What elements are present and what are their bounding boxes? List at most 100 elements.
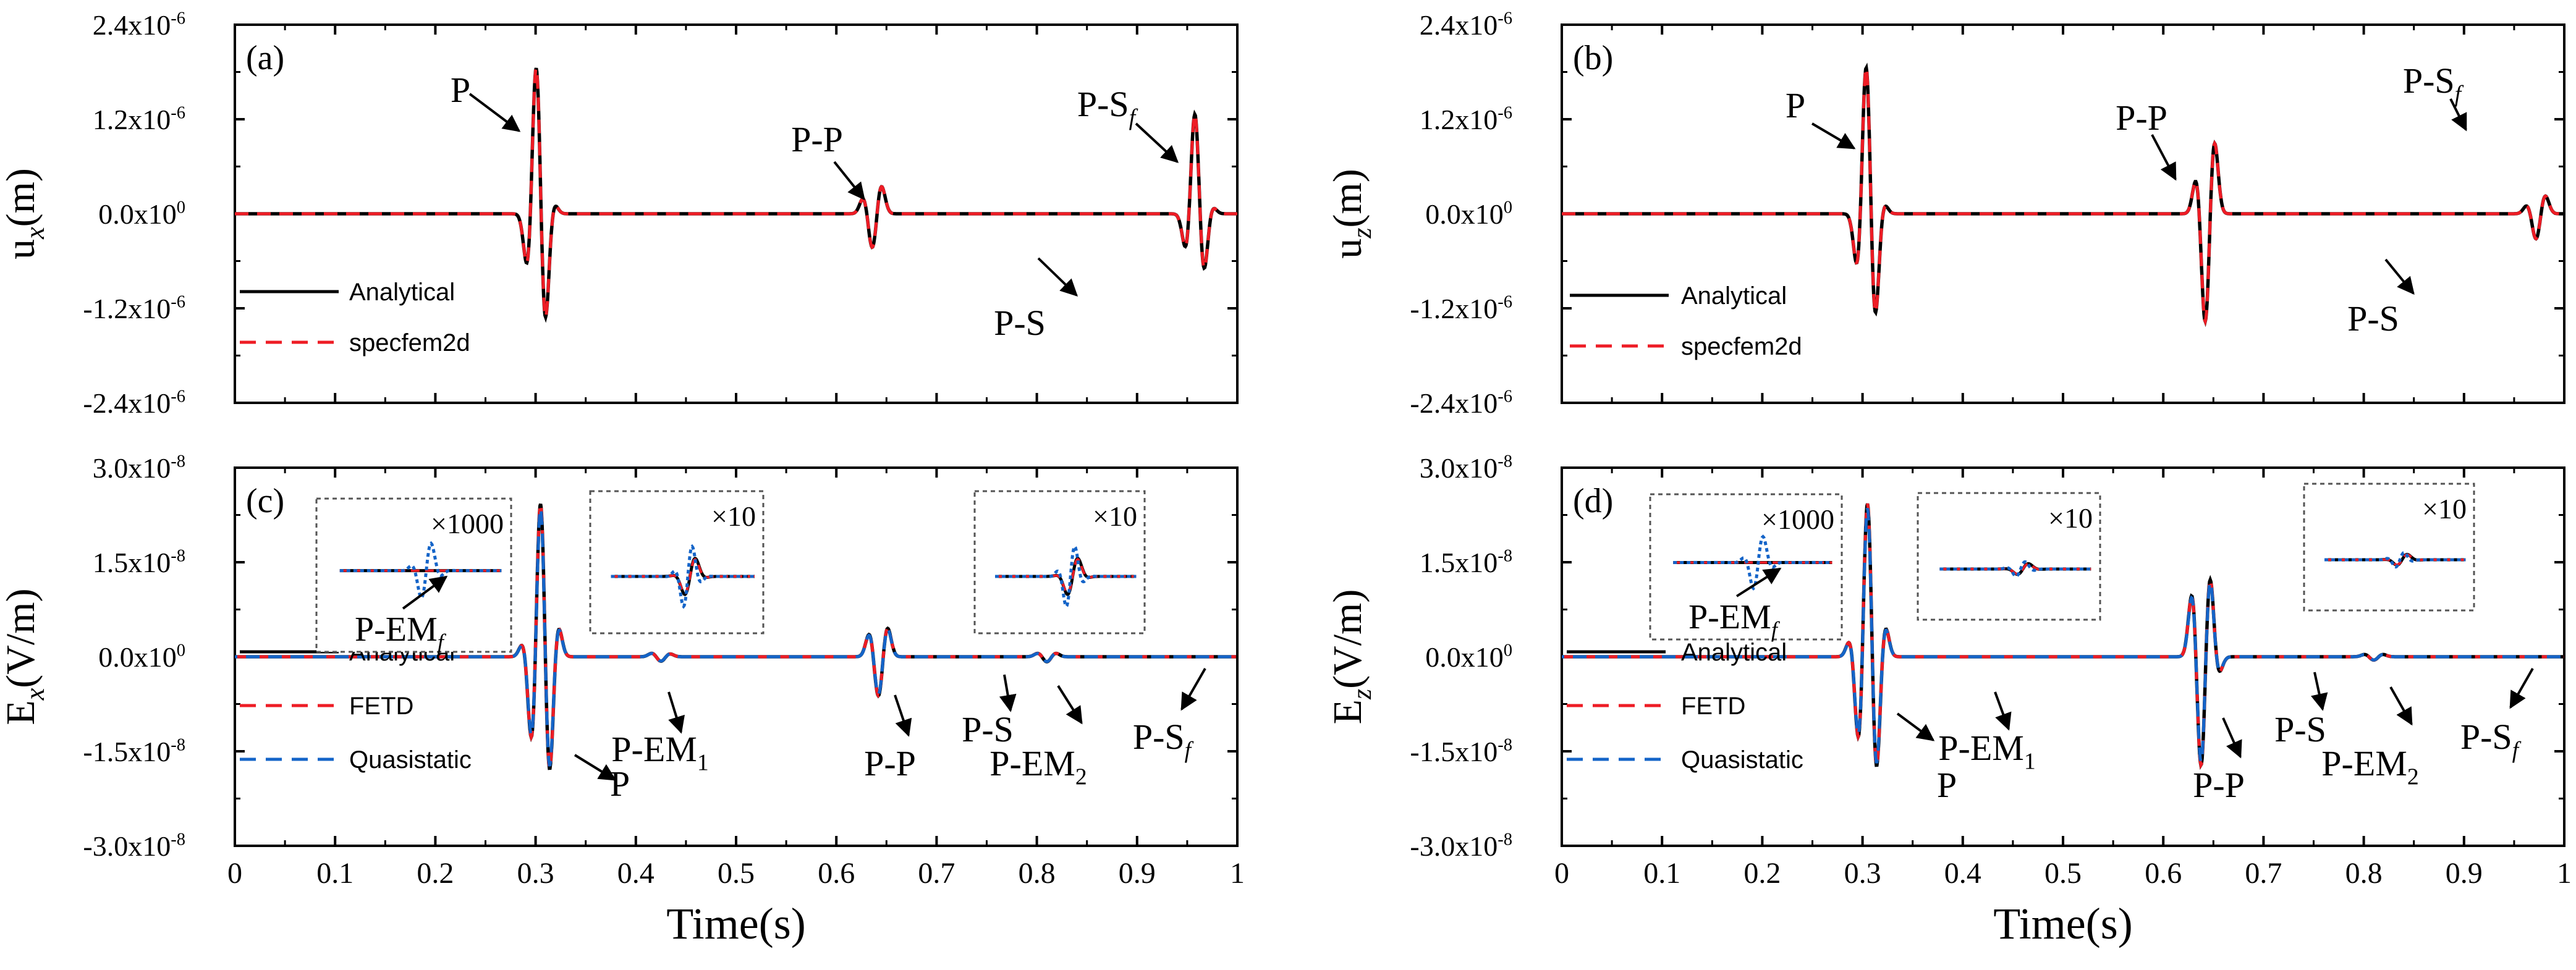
x-axis-label: Time(s) (666, 899, 805, 948)
x-tick-label: 0.6 (818, 857, 855, 890)
y-axis-label: Ez(V/m) (1325, 589, 1377, 725)
inset-quasistatic-line (611, 544, 755, 609)
wave-arrow (833, 161, 865, 201)
wave-label: P-Sf (2403, 61, 2464, 108)
wave-arrow (1135, 122, 1179, 163)
inset-scale-factor: ×10 (711, 500, 756, 532)
wave-arrow (999, 674, 1017, 712)
x-tick-label: 0.3 (517, 857, 554, 890)
inset-scale-factor: ×10 (1093, 500, 1137, 532)
inset-frame (589, 490, 765, 635)
inset-3: ×10 (2303, 483, 2475, 612)
wave-arrow (2310, 672, 2328, 711)
wave-label: P-EM2 (2321, 743, 2418, 790)
y-axis-label: ux(m) (0, 168, 50, 259)
inset-wave-arrow (402, 575, 448, 610)
wave-label: P-EM2 (989, 743, 1087, 790)
inset-scale-factor: ×1000 (431, 508, 504, 539)
wave-label: P (1786, 85, 1805, 125)
inset-quasistatic-line (2324, 550, 2466, 569)
wave-label: P-P (2116, 98, 2167, 138)
inset-frame (973, 490, 1146, 635)
wave-label: P-P (791, 119, 843, 159)
y-tick-label: 1.5x10-8 (1420, 547, 1512, 578)
wave-label: P-S (2347, 298, 2399, 339)
inset-wave-label: P-EMf (1688, 598, 1781, 642)
x-tick-label: 0.9 (1119, 857, 1156, 890)
wave-arrow (468, 93, 521, 132)
inset-frame (1649, 493, 1843, 641)
wave-label: P-EM1 (1938, 728, 2035, 775)
legend-label-quasistatic: Quasistatic (1681, 746, 1803, 774)
inset-3: ×10 (973, 490, 1146, 635)
y-tick-label: 1.2x10-6 (1420, 104, 1512, 135)
wave-arrow (894, 694, 912, 737)
x-tick-label: 0.7 (2245, 857, 2282, 890)
wave-arrow (1180, 668, 1206, 711)
series-specfem2d-line (1562, 63, 2564, 327)
legend-label-specfem2d: specfem2d (349, 329, 470, 356)
wave-arrow (2449, 98, 2467, 132)
y-tick-label: 0.0x100 (98, 641, 185, 673)
panel-d: 0 0.1 0.2 0.3 0.4 0.5 0.6 0.7 0.8 0.9 1 -3.0x10-8 -1… (1325, 452, 2572, 948)
legend-label-quasistatic: Quasistatic (349, 746, 472, 774)
wave-arrow (574, 754, 617, 781)
inset-frame (2303, 483, 2475, 612)
y-tick-label: -2.4x10-6 (1410, 387, 1512, 419)
panel-a: -2.4x10-6 -1.2x10-6 0.0x100 1.2x10-6 2.4x10-… (0, 9, 1239, 419)
wave-label: P-S (994, 303, 1046, 343)
wave-arrow (1057, 685, 1083, 725)
series-quasistatic-line (1562, 507, 2564, 766)
y-axis-label: uz(m) (1325, 169, 1377, 258)
y-tick-label: -1.2x10-6 (83, 293, 185, 324)
wave-label: P-P (2193, 765, 2245, 805)
wave-arrow (2384, 258, 2415, 295)
wave-label: P (451, 70, 470, 110)
y-tick-label: 1.2x10-6 (93, 104, 185, 135)
x-tick-label: 0.5 (2044, 857, 2082, 890)
x-tick-label: 0.6 (2145, 857, 2182, 890)
x-tick-label: 0.2 (1743, 857, 1781, 890)
inset-scale-factor: ×10 (2422, 493, 2467, 525)
inset-1: ×1000 P-EMf (1649, 493, 1843, 642)
y-tick-label: 3.0x10-8 (93, 452, 185, 484)
panel-label: (c) (246, 482, 284, 520)
y-axis-label: Ex(V/m) (0, 588, 50, 725)
wave-arrow (2222, 717, 2242, 759)
inset-frame (1917, 492, 2101, 621)
y-tick-label: 1.5x10-8 (93, 547, 185, 578)
y-tick-label: 2.4x10-6 (93, 9, 185, 41)
wave-arrow (2151, 134, 2177, 181)
inset-2: ×10 (1917, 492, 2101, 621)
inset-fetd-line (1939, 562, 2091, 576)
panel-label: (a) (246, 39, 284, 77)
panel-b: -2.4x10-6 -1.2x10-6 0.0x100 1.2x10-6 2.4x10-… (1325, 9, 2565, 419)
legend-label-specfem2d: specfem2d (1681, 333, 1802, 360)
wave-arrow (2509, 668, 2534, 709)
y-tick-label: -3.0x10-8 (83, 830, 185, 862)
wave-label: P-EM1 (611, 729, 708, 776)
x-tick-label: 1 (1230, 857, 1245, 890)
x-tick-label: 0 (1554, 857, 1569, 890)
inset-fetd-line (2324, 553, 2466, 567)
wave-label: P-Sf (1133, 717, 1194, 764)
y-tick-label: -3.0x10-8 (1410, 830, 1512, 862)
y-tick-label: -1.5x10-8 (83, 736, 185, 767)
x-tick-label: 0.3 (1844, 857, 1881, 890)
x-tick-label: 0 (227, 857, 242, 890)
inset-quasistatic-line (995, 544, 1137, 609)
wave-label: P-S (962, 709, 1014, 749)
x-tick-label: 1 (2557, 857, 2572, 890)
y-tick-label: -2.4x10-6 (83, 387, 185, 419)
wave-arrow (1811, 122, 1856, 150)
y-tick-label: -1.2x10-6 (1410, 293, 1512, 324)
x-tick-label: 0.4 (617, 857, 655, 890)
legend-label-fetd: FETD (1681, 693, 1745, 720)
inset-1: ×1000 P-EMf (315, 497, 512, 654)
inset-2: ×10 (589, 490, 765, 635)
series-specfem2d-line (235, 67, 1237, 323)
x-tick-label: 0.1 (316, 857, 354, 890)
wave-label: P (610, 764, 630, 804)
wave-arrow (667, 691, 685, 734)
